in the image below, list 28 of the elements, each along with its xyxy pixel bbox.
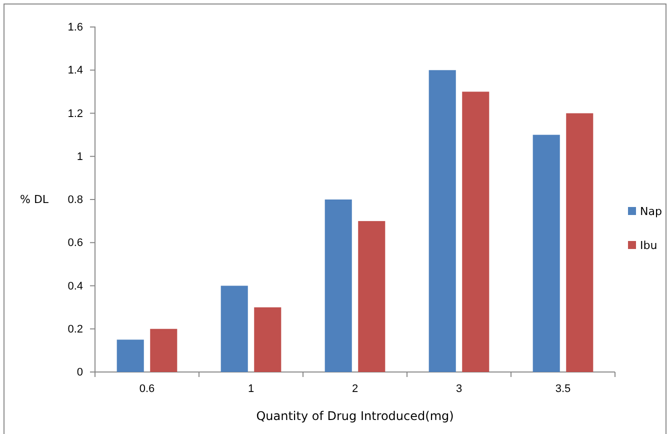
bar bbox=[462, 92, 490, 372]
y-axis-title: % DL bbox=[20, 193, 50, 206]
y-tick-label: 1.2 bbox=[68, 108, 83, 120]
bar bbox=[566, 113, 594, 372]
x-tick-label: 3 bbox=[456, 382, 462, 395]
x-tick-label: 2 bbox=[352, 382, 358, 395]
legend-label: Nap bbox=[640, 205, 662, 218]
bar bbox=[428, 70, 456, 372]
y-tick-label: 0.6 bbox=[68, 237, 83, 250]
x-tick-label: 3.5 bbox=[555, 382, 571, 395]
y-tick-label: 0.4 bbox=[68, 280, 83, 292]
y-tick-label: 0 bbox=[76, 366, 83, 379]
bar bbox=[220, 286, 248, 372]
y-tick-label: 1.6 bbox=[68, 22, 83, 34]
x-axis-title: Quantity of Drug Introduced(mg) bbox=[256, 409, 454, 423]
x-tick-label: 1 bbox=[248, 382, 254, 395]
y-tick-label: 0.8 bbox=[68, 194, 83, 206]
bar bbox=[150, 328, 178, 372]
x-tick-label: 0.6 bbox=[139, 382, 155, 395]
bar bbox=[324, 200, 352, 372]
y-tick-label: 1.4 bbox=[68, 64, 83, 77]
y-tick-label: 0.2 bbox=[68, 323, 83, 336]
bar bbox=[116, 340, 144, 372]
legend-label: Ibu bbox=[640, 239, 658, 252]
bar bbox=[358, 221, 386, 372]
bar bbox=[532, 134, 560, 372]
y-tick-label: 1 bbox=[76, 150, 83, 163]
bar bbox=[254, 307, 282, 372]
